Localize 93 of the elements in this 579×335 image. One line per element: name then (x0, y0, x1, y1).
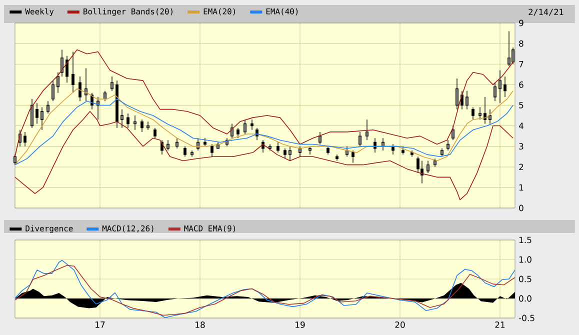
y-tick-label: 0 (519, 204, 524, 212)
candlestick (402, 146, 404, 155)
candlestick (230, 123, 234, 138)
candlestick (30, 98, 34, 128)
candlestick (110, 76, 114, 92)
candlestick (466, 90, 468, 110)
y-tick-label: 7 (519, 61, 524, 68)
candlestick (352, 150, 354, 164)
candlestick (104, 90, 106, 102)
candlestick (60, 49, 64, 77)
candlestick (456, 78, 458, 110)
candlestick (478, 106, 482, 120)
candlestick (472, 106, 474, 120)
candlestick (154, 127, 156, 138)
candlestick (184, 146, 186, 157)
candlestick (190, 150, 194, 157)
candlestick (126, 113, 130, 128)
x-tick-label: 20 (395, 322, 405, 328)
y-tick-label: 4 (518, 122, 524, 129)
candlestick (326, 146, 330, 155)
candlestick (440, 148, 444, 157)
candlestick (336, 154, 338, 162)
candlestick (276, 142, 280, 153)
candlestick (256, 127, 258, 141)
candlestick (56, 72, 60, 94)
candlestick (382, 138, 384, 151)
candlestick (96, 96, 100, 120)
candlestick (40, 106, 44, 130)
candlestick (14, 154, 16, 166)
text: 2/14/21 (528, 8, 564, 16)
y-tick-label: 3 (519, 143, 524, 150)
candlestick (78, 76, 82, 102)
candlestick (116, 80, 118, 128)
y-tick-label: -0.5 (518, 314, 534, 322)
candlestick (426, 160, 430, 174)
candlestick (134, 115, 136, 130)
candlestick (262, 140, 264, 153)
candlestick (244, 119, 246, 134)
y-tick-label: 9 (519, 20, 524, 26)
candlestick (484, 96, 486, 124)
candlestick (66, 56, 68, 83)
candlestick (140, 119, 144, 132)
candlestick (410, 150, 414, 157)
candlestick (204, 138, 206, 147)
candlestick (210, 144, 214, 157)
candlestick (494, 82, 496, 102)
candlestick (250, 119, 254, 130)
candlestick (488, 108, 492, 124)
candlestick (46, 100, 50, 114)
y-tick-label: 0.5 (519, 276, 532, 282)
x-tick-label: 17 (96, 322, 105, 328)
candlestick (366, 119, 368, 141)
y-tick-label: 0.0 (519, 295, 532, 302)
candlestick (420, 160, 424, 184)
x-tick-label: 18 (196, 322, 205, 328)
y-tick-label: 5 (519, 102, 524, 108)
candlestick (84, 68, 88, 102)
y-tick-label: 1.0 (519, 256, 532, 263)
y-tick-label: 1.5 (519, 236, 532, 244)
candlestick (358, 132, 362, 147)
candlestick (434, 158, 436, 168)
y-tick-label: 2 (519, 164, 524, 170)
candlestick (346, 146, 348, 157)
line-series (15, 49, 514, 158)
candlestick (72, 51, 74, 94)
candlestick (166, 140, 170, 151)
candlestick (288, 146, 292, 162)
candlestick (374, 138, 376, 153)
y-tick-label: 6 (519, 81, 524, 88)
candlestick (498, 70, 502, 104)
candlestick (446, 140, 450, 151)
y-tick-label: 1 (519, 184, 524, 191)
candlestick (284, 148, 286, 160)
candlestick (268, 144, 272, 151)
candlestick (318, 132, 322, 145)
x-tick-label: 19 (296, 322, 305, 328)
candlestick (36, 102, 38, 124)
candlestick (504, 76, 506, 98)
y-tick-label: 8 (519, 40, 524, 47)
candlestick (196, 138, 200, 151)
x-tick-label: 21 (495, 322, 505, 328)
candlestick (452, 125, 454, 141)
candlestick (298, 146, 302, 157)
candlestick (392, 144, 394, 155)
candlestick (120, 108, 124, 128)
candlestick (52, 80, 54, 102)
candlestick (146, 121, 150, 130)
candlestick (460, 90, 464, 110)
candlestick (308, 146, 312, 155)
candlestick (176, 138, 178, 149)
candlestick (236, 127, 240, 138)
candlestick (24, 132, 26, 147)
candlestick (508, 30, 510, 67)
